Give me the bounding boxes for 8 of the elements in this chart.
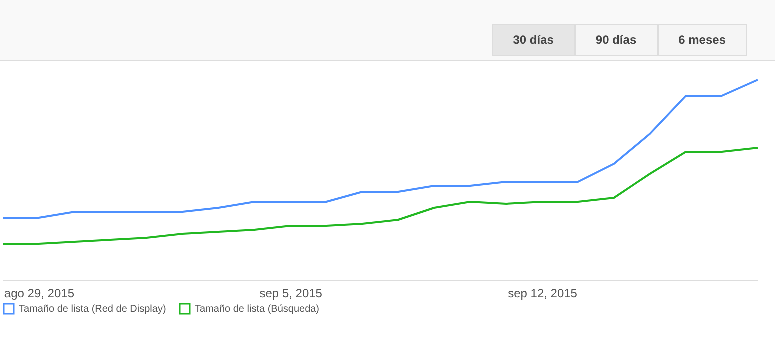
range-button: 30 días <box>492 24 575 56</box>
range-button: 6 meses <box>658 24 747 56</box>
x-tick-label: sep 5, 2015 <box>260 286 323 300</box>
x-tick-label: sep 12, 2015 <box>508 286 578 300</box>
x-tick-label: ago 29, 2015 <box>4 286 75 300</box>
range-button: 90 días <box>574 24 658 56</box>
legend-label: Tamaño de lista (Búsqueda) <box>195 304 320 315</box>
legend-label: Tamaño de lista (Red de Display) <box>19 304 166 315</box>
